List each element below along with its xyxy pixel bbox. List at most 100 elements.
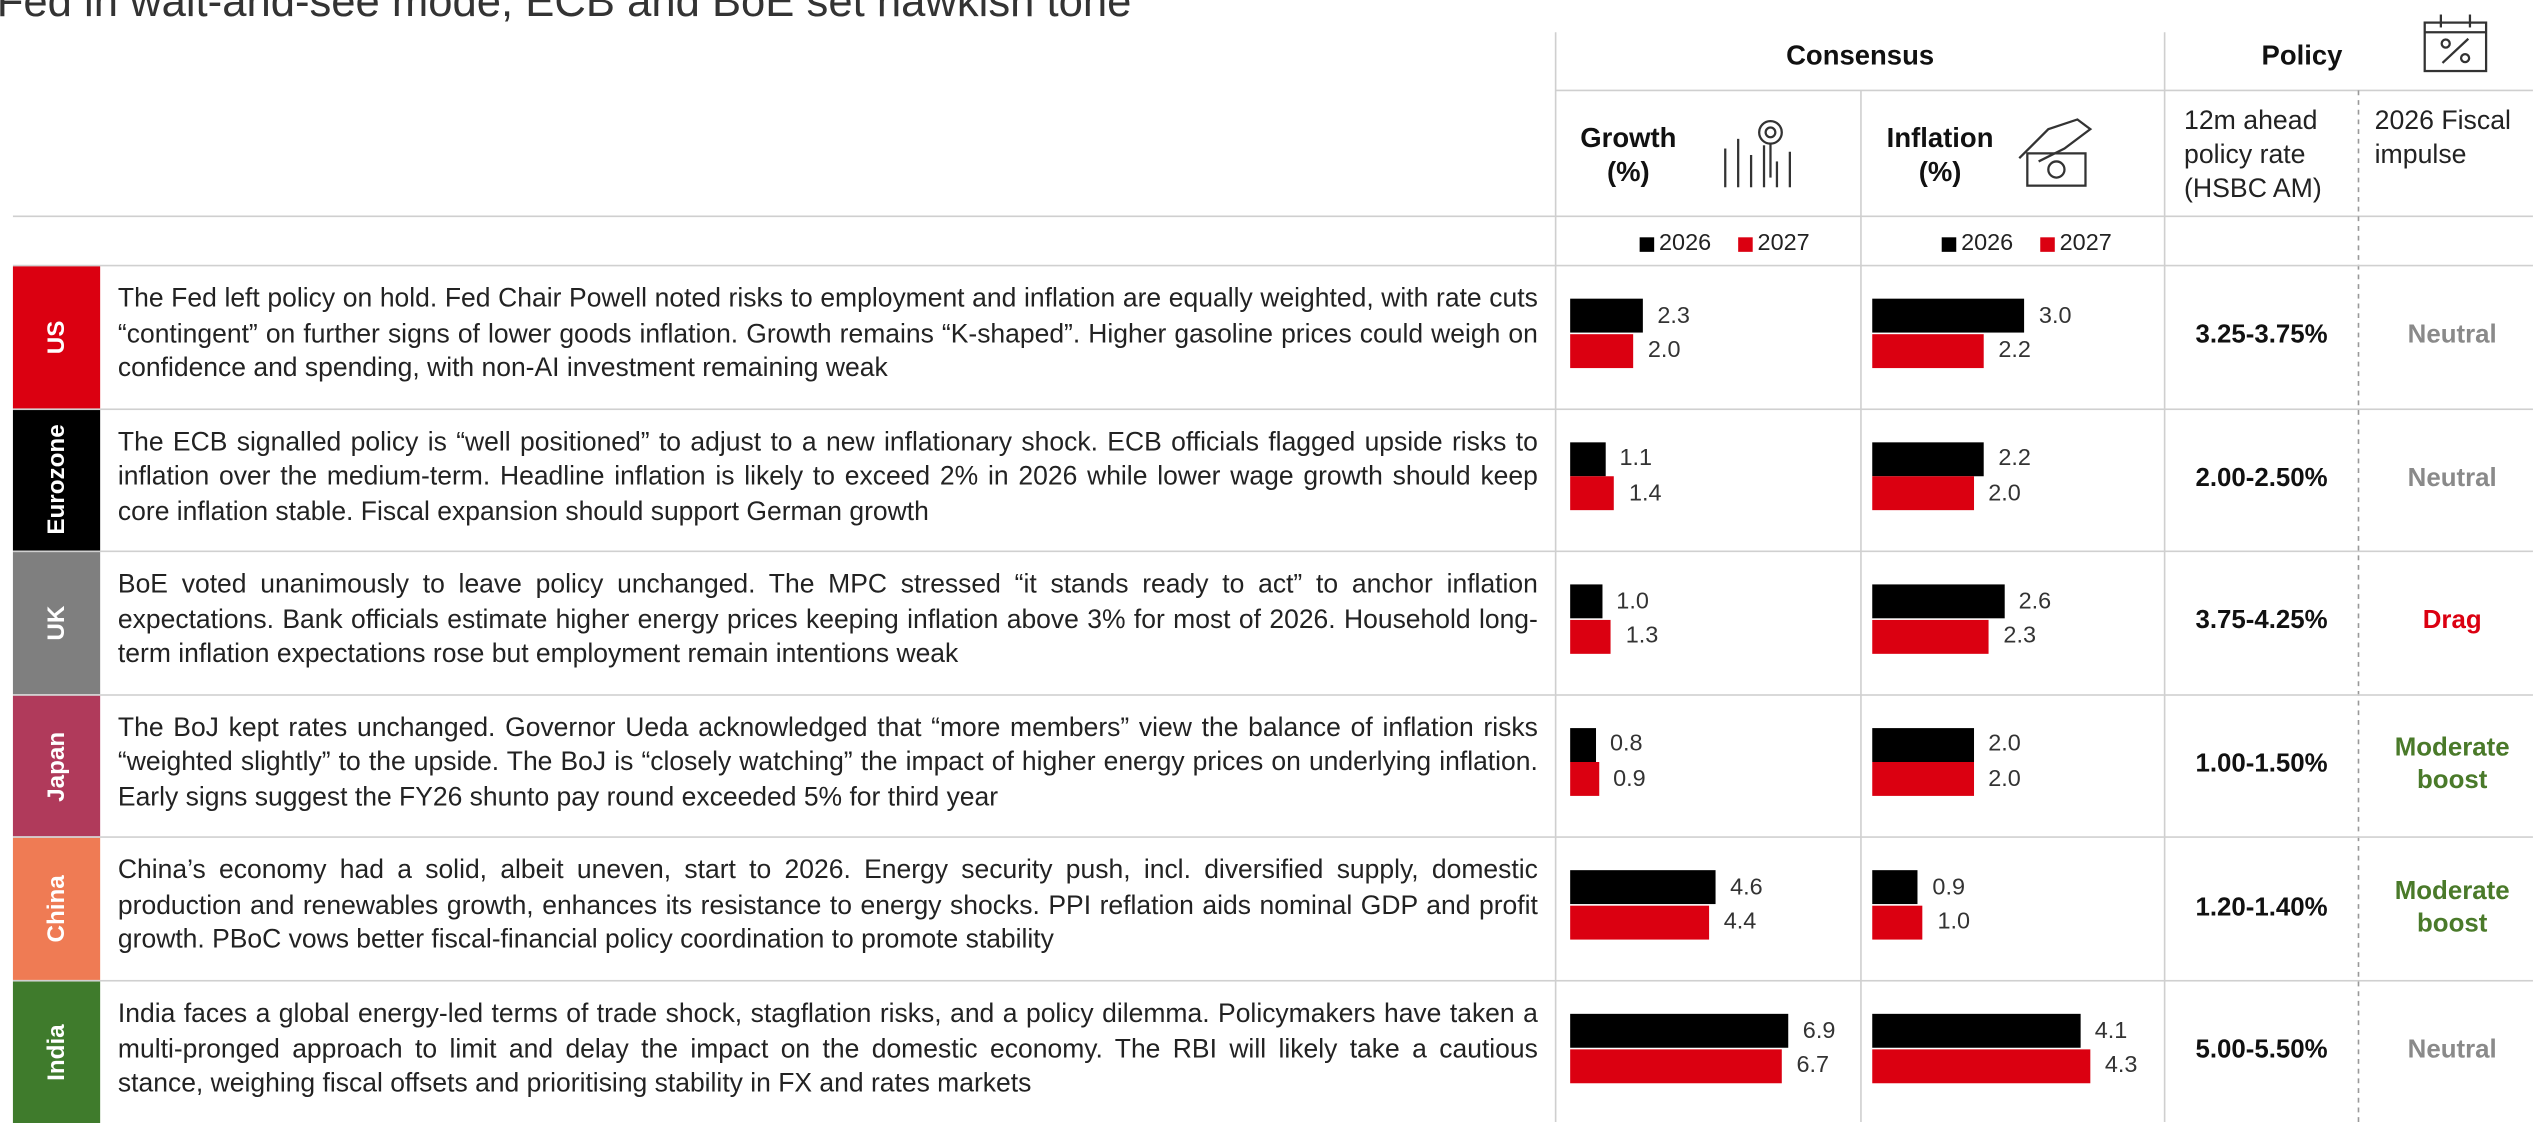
policy-icon [2423,14,2488,73]
bar-value-label: 0.8 [1609,731,1643,758]
legend-item: 2026 [1639,230,1712,257]
bar [1872,619,1989,654]
bar-value-label: 2.0 [1988,766,2021,793]
region-label: US [42,320,71,354]
commentary: BoE voted unanimously to leave policy un… [117,570,1538,669]
legend-label: 2027 [2059,230,2112,257]
legend-item: 2026 [1941,231,2013,257]
policy-rate: 1.00-1.50% [2195,750,2328,779]
bar-value-label: 1.3 [1625,623,1659,650]
legend-item: 2027 [2040,231,2112,257]
bar-value-label: 2.2 [1998,337,2031,364]
region-label: India [42,1023,71,1081]
row-divider [12,550,2533,553]
bar [1872,584,2005,619]
legend-swatch [1639,236,1655,252]
region-label: China [42,875,71,943]
policy-rate: 3.75-4.25% [2195,607,2328,636]
bar [1570,870,1716,905]
legend-swatch [2040,236,2055,252]
bar [1872,441,1984,476]
bar [1570,476,1615,511]
bar [1570,619,1612,654]
legend-swatch [1941,236,1957,252]
commentary: India faces a global energy-led terms of… [117,999,1538,1098]
region-label: UK [42,605,71,641]
bar [1570,1013,1789,1048]
bar [1570,333,1634,368]
region-label: Japan [42,731,71,802]
fiscal-impulse: Neutral [2407,321,2497,350]
growth-header: Growth (%) [1580,122,1677,188]
bar [1570,584,1602,619]
policy-rate: 1.20-1.40% [2195,893,2328,922]
row-divider [12,836,2533,839]
bar-value-label: 2.3 [2003,623,2037,650]
region-band: UK [12,552,101,694]
row-divider [12,693,2533,696]
bar [1570,762,1599,797]
bar-value-label: 1.0 [1937,909,1971,936]
bar-value-label: 1.0 [1616,588,1649,615]
bar [1570,905,1710,940]
bar [1872,762,1974,797]
legend-item: 2027 [1738,231,1810,257]
bar [1570,441,1605,476]
consensus-header: Consensus [1786,40,1935,72]
fiscal-impulse: Moderate boost [2394,877,2510,938]
fiscal-impulse: Neutral [2407,1036,2497,1065]
bar-value-label: 1.1 [1619,445,1653,472]
bar [1872,333,1984,368]
row-divider [12,264,2533,267]
policy-rate-header: 12m ahead policy rate (HSBC AM) [2184,106,2322,204]
commentary: The BoJ kept rates unchanged. Governor U… [117,713,1538,812]
legend-label: 2026 [1659,230,1712,257]
bar [1872,298,2025,333]
bar [1872,1013,2081,1048]
policy-rate: 5.00-5.50% [2195,1036,2328,1065]
commentary: The Fed left policy on hold. Fed Chair P… [117,284,1538,383]
inflation-header: Inflation (%) [1886,122,1994,188]
bar [1570,298,1643,333]
bar-value-label: 1.4 [1628,480,1662,507]
bar-value-label: 6.7 [1796,1052,1830,1079]
bar-value-label: 4.1 [2094,1017,2128,1044]
region-label: Eurozone [42,424,71,536]
bar-value-label: 4.6 [1730,874,1763,901]
bar-value-label: 2.2 [1998,445,2031,472]
legend-label: 2027 [1757,230,1810,257]
row-divider [12,407,2533,410]
fiscal-impulse: Moderate boost [2394,734,2510,795]
legend-swatch [1738,236,1753,252]
bar [1872,1048,2091,1083]
row-divider [12,979,2533,982]
bar [1872,905,1923,940]
bar-value-label: 2.0 [1988,731,2021,758]
fiscal-impulse: Neutral [2407,464,2497,493]
bar-value-label: 2.6 [2018,588,2052,615]
bar [1872,727,1974,762]
region-band: India [12,981,101,1123]
growth-icon [1724,119,1791,188]
fiscal-impulse: Drag [2422,607,2482,636]
bar-value-label: 2.0 [1647,337,1681,364]
region-band: Eurozone [12,409,101,551]
bar-value-label: 4.3 [2104,1052,2138,1079]
bar [1872,870,1918,905]
bar-value-label: 2.0 [1988,480,2021,507]
region-band: US [12,266,101,408]
inflation-icon [2018,118,2093,187]
bar-value-label: 0.9 [1613,766,1646,793]
policy-header: Policy [2261,40,2343,72]
page-title: Fed in wait-and-see mode, ECB and BoE se… [0,0,1132,26]
bar [1872,476,1974,511]
bar [1570,1048,1782,1083]
fiscal-header: 2026 Fiscal impulse [2374,106,2511,170]
bar-value-label: 4.4 [1723,909,1757,936]
region-band: Japan [12,695,101,837]
commentary: China’s economy had a solid, albeit unev… [117,856,1538,955]
policy-rate: 2.00-2.50% [2195,464,2328,493]
